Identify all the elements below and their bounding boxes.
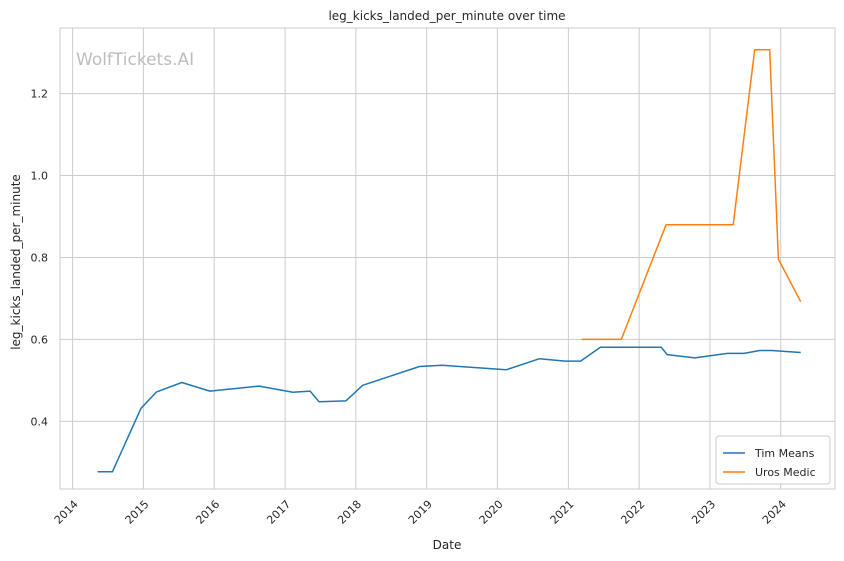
plot-frame	[59, 27, 836, 490]
legend-label-tim-means: Tim Means	[754, 447, 815, 460]
series-line-tim-means	[97, 346, 801, 473]
y-tick-label: 0.6	[31, 333, 49, 346]
watermark: WolfTickets.AI	[76, 50, 194, 70]
grid	[60, 28, 835, 489]
y-axis-ticks: 0.4 0.6 0.8 1.0 1.2	[31, 88, 49, 429]
chart-title: leg_kicks_landed_per_minute over time	[328, 9, 565, 23]
x-axis-label: Date	[433, 538, 462, 552]
legend: Tim Means Uros Medic	[715, 435, 831, 485]
legend-label-uros-medic: Uros Medic	[755, 466, 816, 479]
series-line-uros-medic	[581, 48, 802, 341]
y-tick-label: 1.0	[31, 170, 49, 183]
series-layer	[97, 48, 802, 473]
y-tick-label: 0.8	[31, 251, 49, 264]
x-axis-ticks: 2014 2015 2016 2017 2018 2019 2020 2021 2022 2023…	[52, 498, 789, 527]
y-tick-label: 0.4	[31, 415, 49, 428]
y-axis-label: leg_kicks_landed_per_minute	[9, 174, 23, 350]
y-tick-label: 1.2	[31, 88, 49, 101]
